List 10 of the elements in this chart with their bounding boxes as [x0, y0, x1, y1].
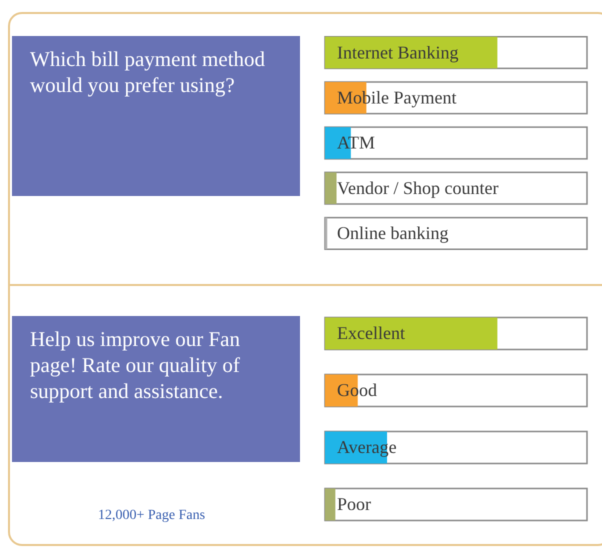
text: Which bill payment method would you prefer using?	[12, 36, 300, 196]
bar	[325, 488, 336, 520]
y-tick-label: Poor	[337, 494, 372, 514]
bar	[325, 172, 337, 204]
y-tick-label: Internet Banking	[337, 42, 458, 62]
y-tick-label: Online banking	[337, 223, 448, 244]
text: 12,000+ Page Fans	[98, 508, 206, 524]
y-tick-label: Excellent	[337, 323, 405, 344]
text: Help us improve our Fan page! Rate our quality of support and assistance.	[12, 316, 300, 462]
y-tick-label: Vendor / Shop counter	[337, 178, 498, 198]
